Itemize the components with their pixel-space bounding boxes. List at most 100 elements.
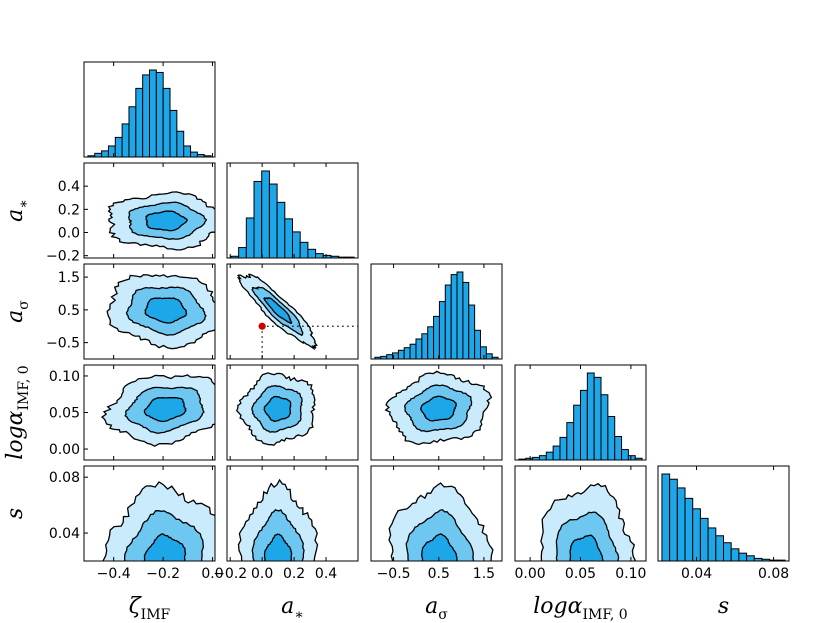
hist-bar xyxy=(627,455,636,461)
hist-bar xyxy=(169,109,178,158)
y-tick-label-astar: −0.2 xyxy=(46,249,80,265)
hist-bar xyxy=(114,136,123,158)
y-axis-label-logalpha: logαIMF, 0 xyxy=(3,365,32,459)
hist-bar xyxy=(268,183,278,259)
contour-panel-s-vs-zeta xyxy=(83,465,216,562)
hist-bar xyxy=(107,145,116,158)
hist-bar xyxy=(299,241,309,259)
hist-bar xyxy=(684,497,694,562)
hist-bar xyxy=(183,145,192,158)
x-tick-label-astar: 0.4 xyxy=(315,566,337,582)
histogram-astar xyxy=(226,162,359,259)
hist-bar xyxy=(586,372,595,461)
panel-frame xyxy=(226,162,359,259)
x-tick-label-logalpha: 0.00 xyxy=(515,566,546,582)
panel-frame xyxy=(83,263,216,360)
panel-frame xyxy=(226,364,359,461)
hist-bar xyxy=(692,508,701,562)
y-tick-label-astar: 0.4 xyxy=(58,179,80,195)
x-tick-label-astar: 0.2 xyxy=(283,566,305,582)
contour-panel-astar-vs-zeta xyxy=(83,162,216,259)
hist-bar xyxy=(573,404,581,461)
hist-bar xyxy=(433,315,440,360)
hist-bar xyxy=(128,106,137,158)
x-tick-label-zeta: −0.4 xyxy=(97,566,131,582)
hist-bar xyxy=(421,333,429,360)
contour-panel-s-vs-logalpha xyxy=(514,465,647,562)
panel-frame xyxy=(370,263,503,360)
hist-bar xyxy=(600,394,609,461)
truth-point xyxy=(258,322,266,330)
hist-bar xyxy=(94,152,103,158)
hist-bar xyxy=(135,87,144,158)
hist-bar xyxy=(162,87,171,158)
hist-bar xyxy=(403,347,411,360)
panel-frame xyxy=(226,263,359,360)
panel-frame xyxy=(83,61,216,158)
hist-bar xyxy=(155,71,164,158)
panel-frame xyxy=(370,364,503,461)
hist-bar xyxy=(485,353,493,360)
hist-bar xyxy=(142,74,151,158)
hist-bar xyxy=(245,217,255,259)
y-tick-label-astar: 0.2 xyxy=(58,202,80,218)
hist-bar xyxy=(552,445,561,461)
hist-bar xyxy=(474,329,481,360)
x-tick-label-zeta: 0.0 xyxy=(201,566,223,582)
hist-bar xyxy=(730,548,740,562)
contour-panel-logalpha-vs-zeta xyxy=(83,364,216,461)
hist-bar xyxy=(580,389,588,461)
contour-level-3 xyxy=(263,395,292,422)
hist-bar xyxy=(699,517,709,562)
hist-bar xyxy=(538,455,547,461)
hist-bar xyxy=(315,253,324,259)
hist-bar xyxy=(468,304,476,360)
hist-bar xyxy=(397,349,405,360)
x-tick-label-asigma: 1.5 xyxy=(473,566,495,582)
hist-bar xyxy=(607,416,616,461)
x-tick-label-logalpha: 0.05 xyxy=(565,566,596,582)
hist-bar xyxy=(190,151,198,158)
panel-frame xyxy=(657,465,790,562)
contour-panel-asigma-vs-zeta xyxy=(83,263,216,360)
y-tick-label-logalpha: 0.00 xyxy=(49,442,80,458)
y-tick-label-logalpha: 0.10 xyxy=(49,369,80,385)
x-tick-label-astar: −0.2 xyxy=(213,566,247,582)
y-tick-label-asigma: 1.5 xyxy=(58,270,80,286)
contour-level-3 xyxy=(262,297,293,324)
panel-frame xyxy=(83,162,216,259)
y-tick-label-logalpha: 0.05 xyxy=(49,406,80,422)
x-tick-label-s: 0.08 xyxy=(758,566,789,582)
hist-bar xyxy=(261,170,270,259)
histogram-logalpha xyxy=(514,364,647,461)
hist-bar xyxy=(450,274,458,360)
panel-frame xyxy=(370,465,503,562)
hist-bar xyxy=(307,248,317,259)
hist-bar xyxy=(238,247,247,259)
x-tick-label-logalpha: 0.10 xyxy=(615,566,646,582)
y-tick-label-s: 0.08 xyxy=(49,470,80,486)
panel-frame xyxy=(226,465,359,562)
panel-frame xyxy=(83,465,216,562)
y-tick-label-asigma: −0.5 xyxy=(46,336,80,352)
y-axis-label-astar: a∗ xyxy=(3,199,32,222)
x-tick-label-s: 0.04 xyxy=(681,566,712,582)
hist-bar xyxy=(386,354,394,360)
hist-bar xyxy=(284,218,293,259)
x-axis-label-s: s xyxy=(718,594,729,619)
contour-panel-logalpha-vs-astar xyxy=(226,364,359,461)
x-axis-label-zeta: ζIMF xyxy=(129,594,171,623)
contour-level-3 xyxy=(420,533,458,561)
x-tick-label-astar: 0.0 xyxy=(251,566,273,582)
hist-bar xyxy=(593,376,602,461)
y-axis-label-asigma: aσ xyxy=(3,300,32,323)
hist-bar xyxy=(253,180,263,259)
hist-bar xyxy=(614,436,623,461)
hist-bar xyxy=(479,346,487,360)
hist-bar xyxy=(661,473,671,562)
hist-bar xyxy=(707,527,717,562)
hist-bar xyxy=(276,201,286,259)
contour-level-3 xyxy=(143,533,187,561)
hist-bar xyxy=(176,130,185,158)
hist-bar xyxy=(669,478,678,562)
